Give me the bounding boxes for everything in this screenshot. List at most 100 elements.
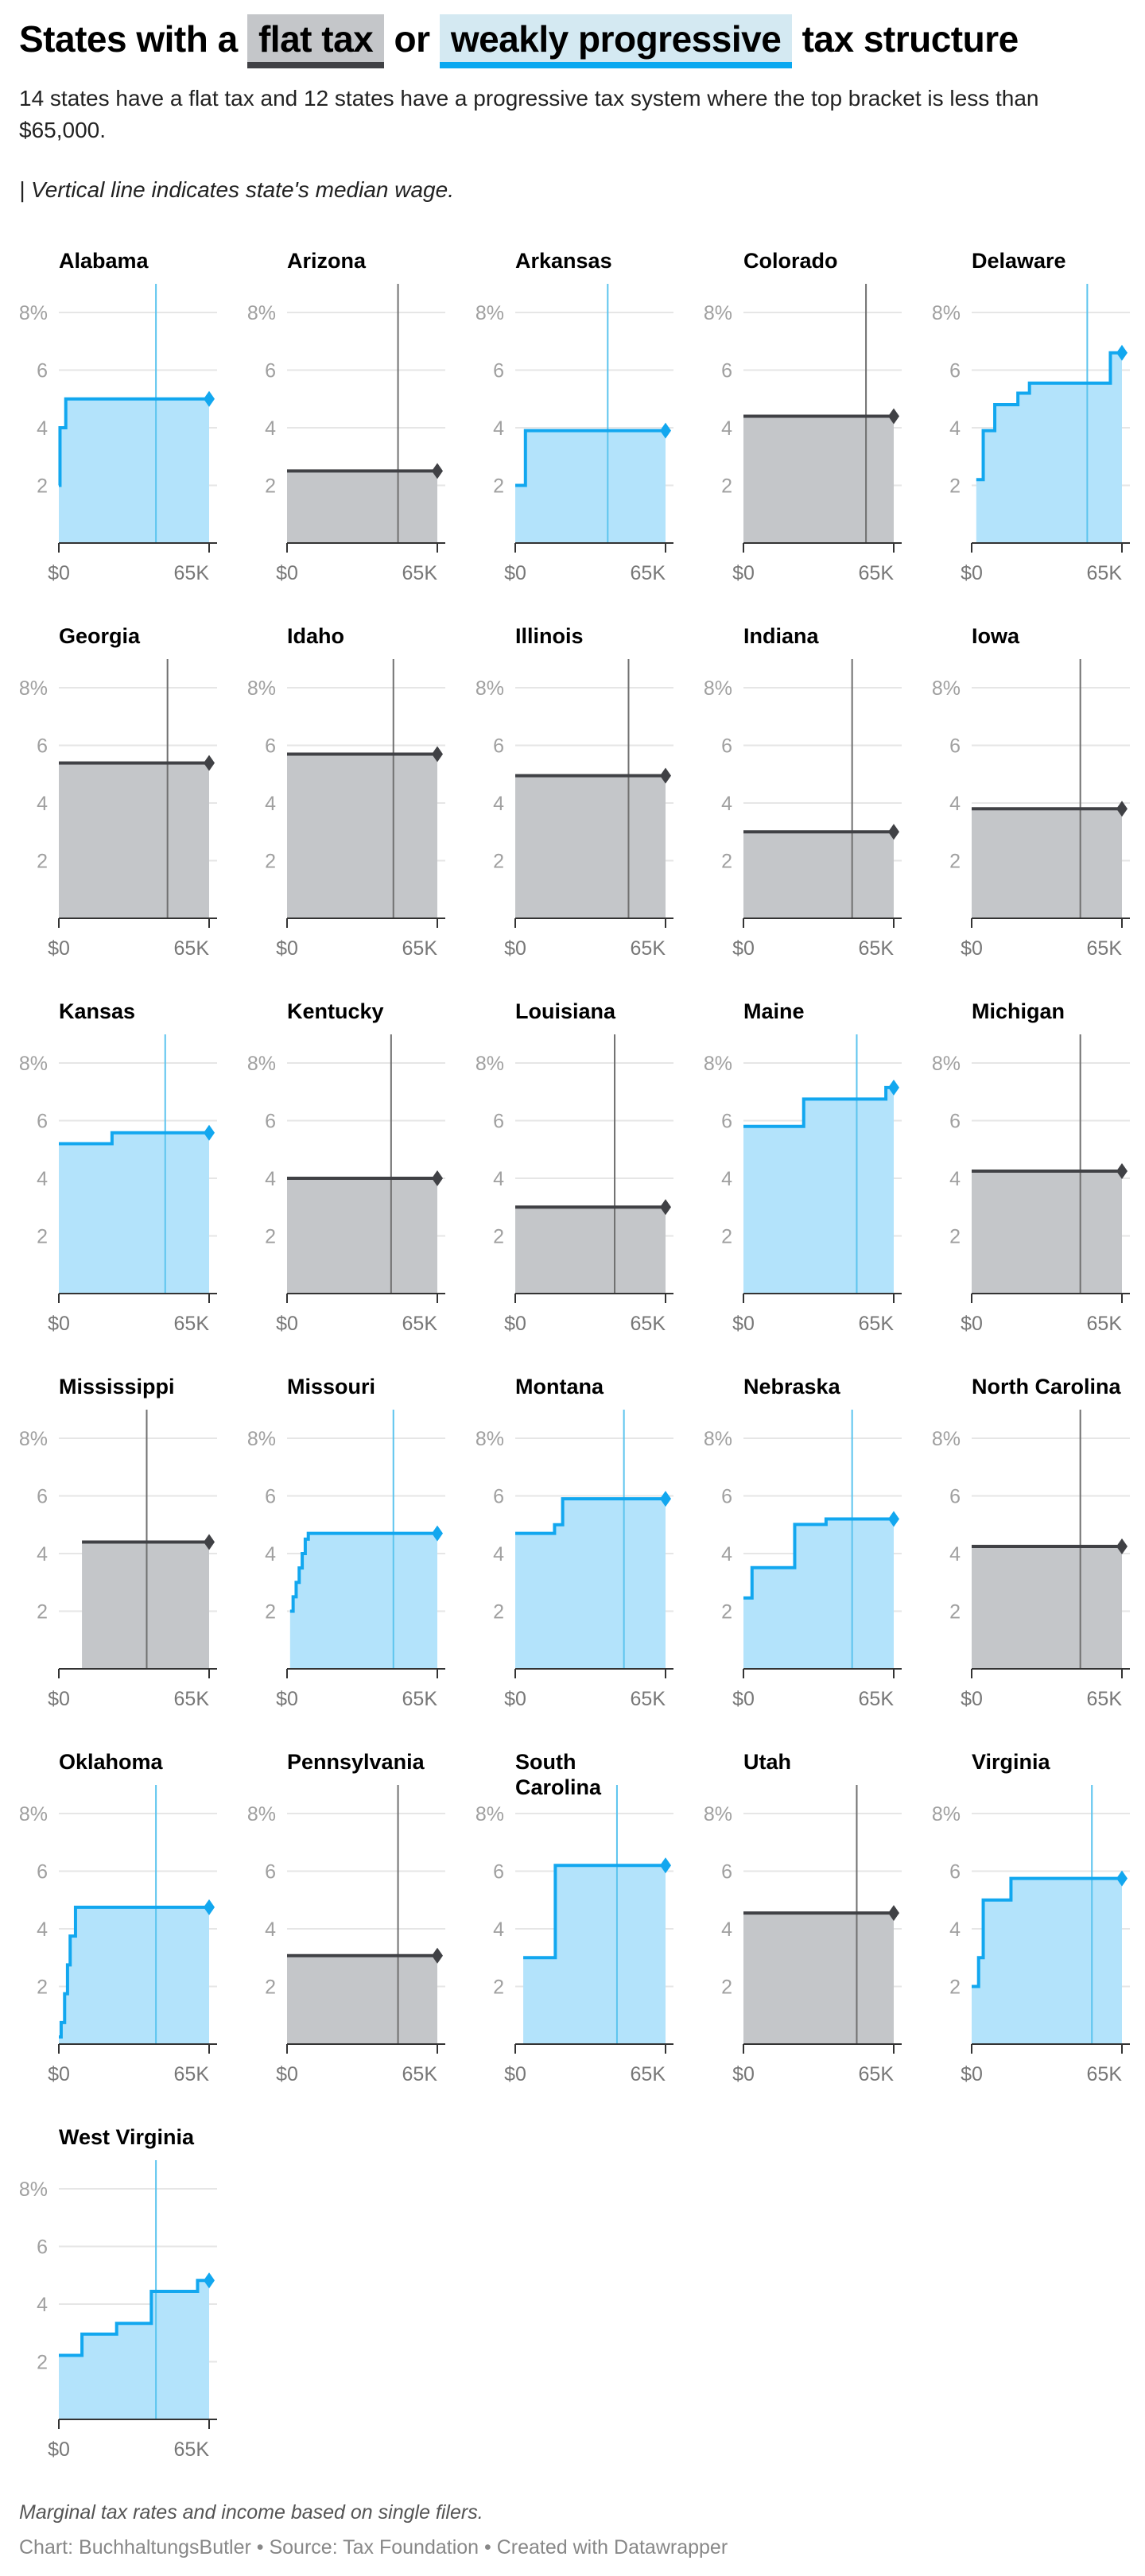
title-suffix: tax structure <box>802 18 1019 60</box>
y-tick-label: 2 <box>949 475 961 498</box>
x-tick-label: $0 <box>961 937 983 960</box>
state-panel: Kansas 8% 6 4 2 $0 65K <box>11 999 239 1372</box>
x-tick-label: $0 <box>732 1688 755 1710</box>
top-rate-marker <box>432 463 443 479</box>
state-panel: Georgia 8% 6 4 2 $0 65K <box>11 623 239 997</box>
state-panel: Oklahoma 8% 6 4 2 $0 65K <box>11 1749 239 2123</box>
y-tick-label: 8% <box>19 677 48 700</box>
y-tick-label: 4 <box>721 1918 732 1941</box>
panel-title: Idaho <box>287 624 344 648</box>
tax-area <box>972 1546 1122 1669</box>
tax-rate-line <box>743 1517 894 1600</box>
panel-title: Kentucky <box>287 999 384 1023</box>
panel-chart: 8% 6 4 2 $0 65K <box>932 284 1130 584</box>
panel-chart: 8% 6 4 2 $0 65K <box>247 284 445 584</box>
y-tick-label: 2 <box>37 2352 48 2374</box>
top-rate-marker <box>1116 801 1128 817</box>
y-tick-label: 4 <box>493 1168 504 1190</box>
panel-title: Mississippi <box>59 1375 175 1399</box>
y-tick-label: 6 <box>37 2237 48 2259</box>
panel-title: Oklahoma <box>59 1750 163 1774</box>
y-tick-label: 8% <box>247 1053 276 1075</box>
panel-title: Utah <box>743 1750 791 1774</box>
state-panel: Utah 8% 6 4 2 $0 65K <box>696 1749 924 2123</box>
panel-title: Maine <box>743 999 805 1023</box>
x-tick-label: 65K <box>1087 937 1123 960</box>
top-rate-marker <box>888 1079 899 1096</box>
tax-rate-line <box>523 1864 666 1960</box>
y-tick-label: 6 <box>37 1486 48 1508</box>
panel-chart: 8% 6 4 2 $0 65K <box>247 1785 445 2085</box>
panel-chart: 8% 6 4 2 $0 65K <box>932 659 1130 960</box>
tax-area <box>515 430 666 543</box>
state-panel: Nebraska 8% 6 4 2 $0 65K <box>696 1374 924 1748</box>
panel-chart: 8% 6 4 2 $0 65K <box>932 1034 1130 1335</box>
y-tick-label: 6 <box>37 1861 48 1884</box>
y-tick-label: 6 <box>265 1486 276 1508</box>
state-panel: South Carolina 8% 6 4 2 $0 65K <box>468 1749 696 2123</box>
tax-rate-line <box>59 1131 209 1146</box>
x-tick-label: $0 <box>504 1313 526 1335</box>
y-tick-label: 4 <box>493 1543 504 1565</box>
y-tick-label: 2 <box>721 1601 732 1624</box>
top-rate-marker <box>888 1511 899 1527</box>
y-tick-label: 6 <box>493 735 504 758</box>
y-tick-label: 2 <box>949 1601 961 1624</box>
y-tick-label: 8% <box>247 302 276 324</box>
top-rate-marker <box>888 824 899 840</box>
state-panel: Mississippi 8% 6 4 2 $0 65K <box>11 1374 239 1748</box>
tax-area <box>287 1955 437 2044</box>
y-tick-label: 8% <box>932 1428 961 1450</box>
y-tick-label: 4 <box>493 793 504 815</box>
y-tick-label: 2 <box>493 1601 504 1624</box>
top-rate-marker <box>204 755 215 771</box>
panel-chart: 8% 6 4 2 $0 65K <box>475 1785 673 2085</box>
y-tick-label: 4 <box>265 1918 276 1941</box>
title-prefix: States with a <box>19 18 238 60</box>
y-tick-label: 6 <box>949 735 961 758</box>
y-tick-label: 2 <box>37 475 48 498</box>
x-tick-label: $0 <box>732 1313 755 1335</box>
panel-title: Kansas <box>59 999 136 1023</box>
progressive-legend-key: weakly progressive <box>439 14 793 68</box>
tax-area <box>972 1878 1122 2044</box>
tax-area <box>287 754 437 918</box>
x-tick-label: 65K <box>174 2063 210 2085</box>
state-panel: Colorado 8% 6 4 2 $0 65K <box>696 248 924 622</box>
y-tick-label: 4 <box>721 1543 732 1565</box>
top-rate-marker <box>660 1857 671 1874</box>
x-tick-label: $0 <box>276 562 298 584</box>
x-tick-label: $0 <box>276 1313 298 1335</box>
x-tick-label: $0 <box>48 1313 70 1335</box>
panel-chart: 8% 6 4 2 $0 65K <box>19 1410 217 1710</box>
y-tick-label: 4 <box>949 793 961 815</box>
tax-area <box>287 1178 437 1294</box>
tax-area <box>976 352 1122 543</box>
y-tick-label: 8% <box>932 302 961 324</box>
y-tick-label: 8% <box>247 1803 276 1825</box>
tax-area <box>59 398 209 543</box>
y-tick-label: 6 <box>721 735 732 758</box>
panel-title: West Virginia <box>59 2125 195 2149</box>
panel-title: North Carolina <box>972 1375 1121 1399</box>
top-rate-marker <box>888 408 899 425</box>
y-tick-label: 8% <box>475 1053 504 1075</box>
y-tick-label: 6 <box>721 1861 732 1884</box>
top-rate-marker <box>432 1525 443 1542</box>
x-tick-label: $0 <box>276 2063 298 2085</box>
y-tick-label: 8% <box>704 302 732 324</box>
chart-title: States with a flat tax or weakly progres… <box>19 14 1019 68</box>
panel-title: South Carolina <box>515 1750 602 1799</box>
panel-title: Alabama <box>59 249 149 273</box>
x-tick-label: 65K <box>859 1313 895 1335</box>
y-tick-label: 8% <box>19 1428 48 1450</box>
x-tick-label: $0 <box>504 2063 526 2085</box>
panel-chart: 8% 6 4 2 $0 65K <box>704 1410 902 1710</box>
top-rate-marker <box>1116 1538 1128 1554</box>
panel-chart: 8% 6 4 2 $0 65K <box>19 1034 217 1335</box>
y-tick-label: 6 <box>949 1486 961 1508</box>
top-rate-marker <box>660 1199 671 1216</box>
y-tick-label: 6 <box>493 360 504 382</box>
tax-area <box>743 416 894 543</box>
y-tick-label: 8% <box>932 677 961 700</box>
